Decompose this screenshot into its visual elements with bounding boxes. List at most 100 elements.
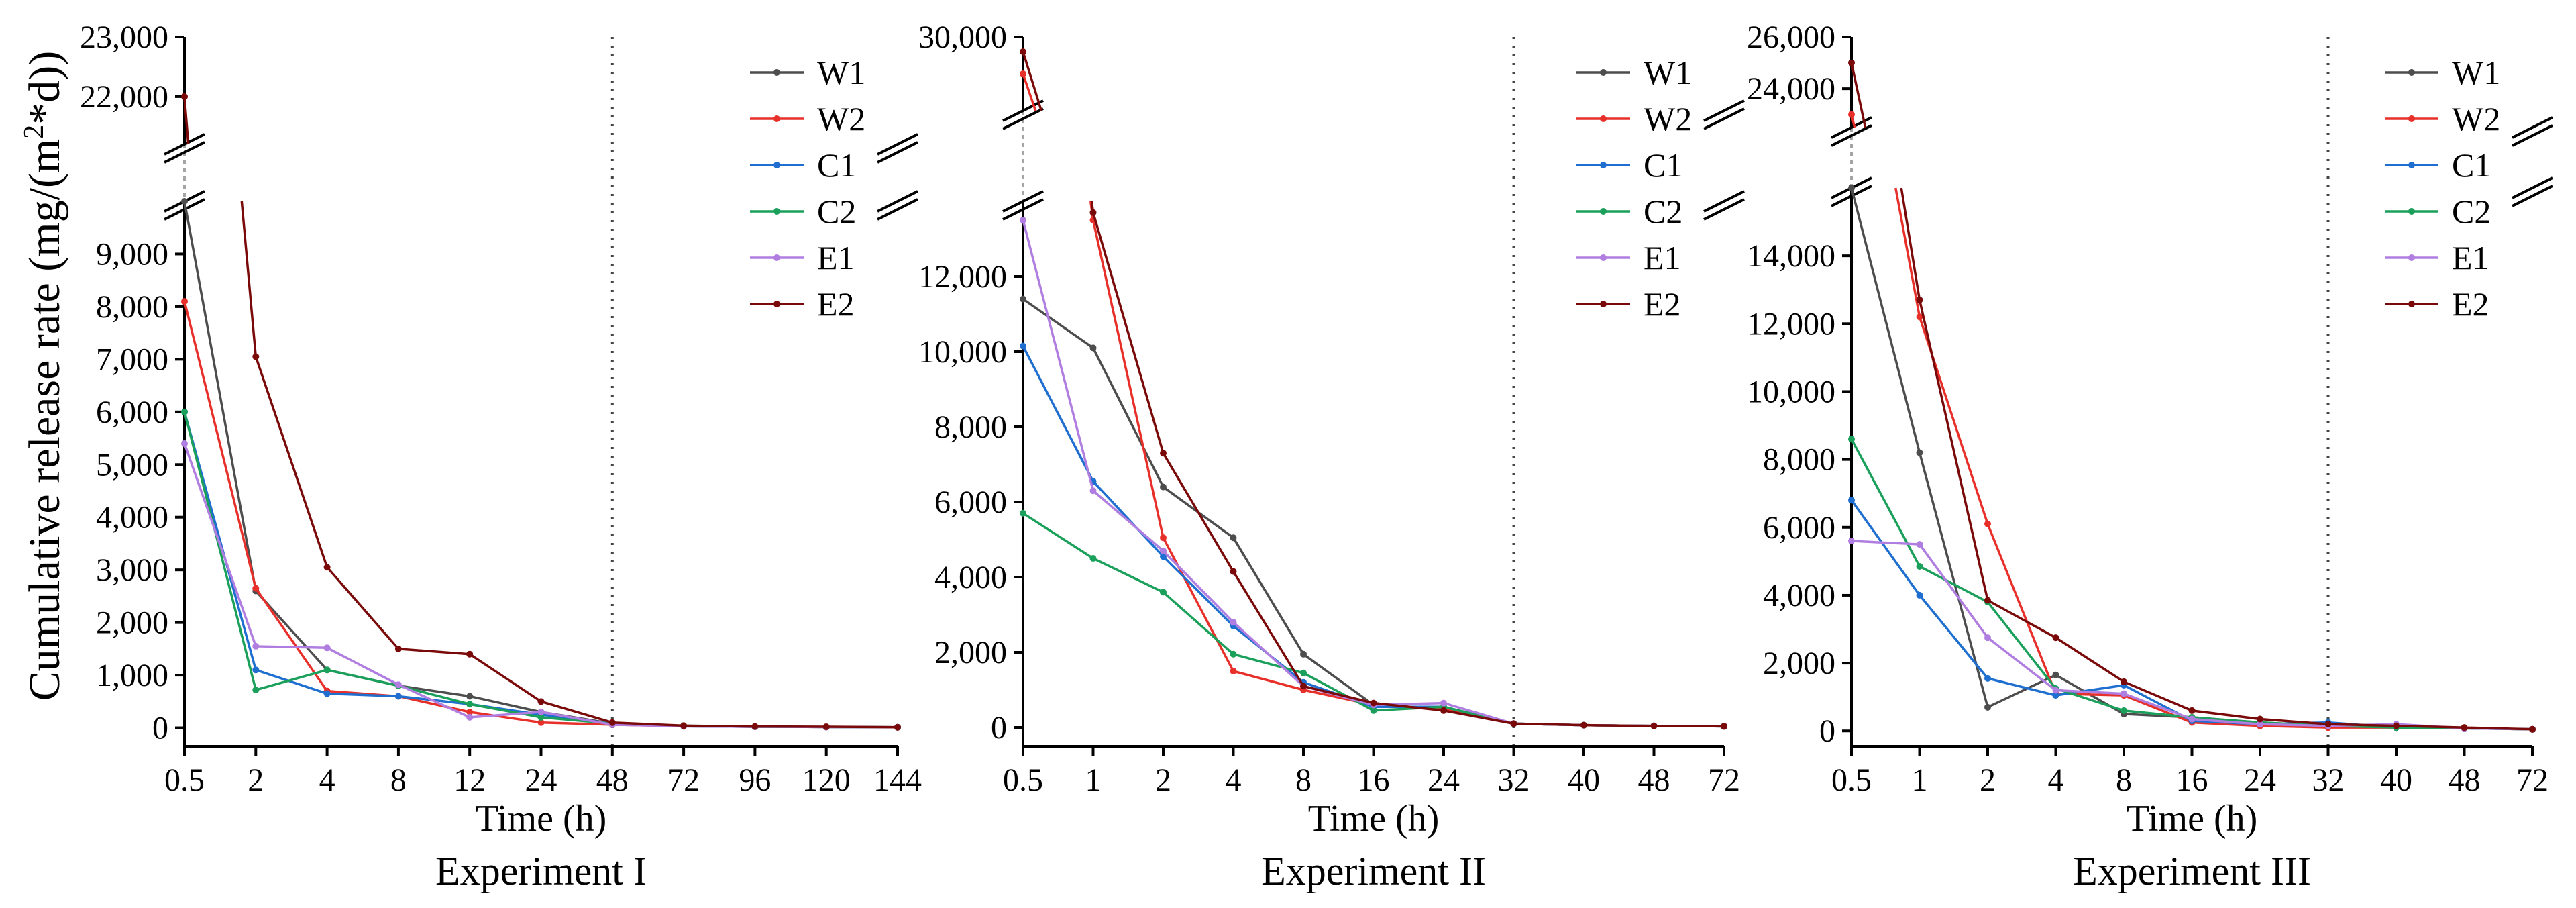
x-tick-label: 40 (1568, 762, 1600, 798)
legend-label: E1 (2452, 239, 2489, 276)
axis-break-mark (1002, 99, 1044, 122)
legend-label: W2 (1644, 100, 1692, 138)
series-segment (469, 695, 541, 713)
data-point (1160, 534, 1167, 542)
series-segment (1091, 212, 1165, 454)
legend-label: E1 (817, 239, 855, 276)
y-tick-label: 6,000 (934, 485, 1007, 520)
series-segment (2259, 717, 2328, 725)
series-segment (256, 645, 327, 650)
y-tick-label: 26,000 (1747, 19, 1835, 55)
data-point (1984, 634, 1991, 642)
x-tick-label: 8 (2116, 762, 2132, 798)
series-e2 (1020, 48, 1727, 730)
legend-label: W1 (2452, 54, 2500, 91)
series-segment (1850, 438, 1921, 567)
series-segment (470, 711, 541, 719)
series-segment (684, 724, 755, 728)
legend-marker (773, 162, 780, 168)
x-tick-label: 12 (453, 762, 486, 798)
series-segment (183, 411, 257, 691)
y-axis-label-main: Cumulative release rate (mg/(m (20, 139, 69, 701)
y-tick-label: 2,000 (1763, 646, 1835, 681)
data-point (1916, 541, 1923, 548)
data-point (1020, 70, 1026, 77)
legend-label: C1 (1644, 146, 1682, 184)
series-segment (183, 443, 257, 647)
series-segment (1513, 722, 1585, 727)
legend-marker (2408, 162, 2415, 168)
series-segment (1233, 653, 1304, 674)
series-segment (1373, 701, 1444, 712)
series-segment (1232, 570, 1305, 687)
data-point (1160, 483, 1167, 491)
data-point (1916, 591, 1923, 599)
data-point (181, 298, 188, 305)
data-point (1160, 450, 1167, 457)
axis-break-mark (1831, 124, 1872, 147)
y-tick-label: 0 (1819, 713, 1835, 749)
series-segment (183, 201, 258, 591)
x-tick-label: 96 (739, 762, 771, 798)
y-tick-label: 2,000 (96, 605, 168, 641)
x-tick-label: 4 (1226, 762, 1242, 798)
series-segment (1986, 523, 2057, 695)
data-point (1650, 722, 1658, 729)
x-tick-label: 8 (390, 762, 407, 798)
x-tick-label: 0.5 (1831, 762, 1872, 798)
data-point (1984, 674, 1991, 682)
data-point (2257, 721, 2263, 728)
data-point (1089, 487, 1097, 495)
data-point (1440, 699, 1447, 707)
series-segment (1091, 219, 1165, 538)
data-point (1160, 589, 1167, 596)
data-point (751, 723, 759, 730)
data-point (1510, 720, 1517, 727)
series-segment (255, 668, 328, 695)
series-segment (1583, 723, 1654, 727)
series-segment (1233, 670, 1304, 691)
data-point (1848, 538, 1855, 545)
legend-marker (773, 115, 780, 122)
series-segment (2055, 687, 2125, 712)
data-point (1230, 668, 1237, 674)
series-segment (183, 96, 190, 145)
data-point (1848, 497, 1855, 504)
series-e2 (181, 93, 901, 731)
chart-title: Experiment II (1261, 849, 1486, 893)
legend: W1 W2 C1 C2 E1 E2 (2385, 54, 2500, 323)
legend-label: E1 (1644, 239, 1681, 276)
axis-break-mark (1002, 198, 1044, 221)
series-w1 (1020, 295, 1727, 730)
data-point (394, 645, 402, 652)
data-point (1160, 553, 1167, 560)
series-segment (2123, 694, 2193, 724)
x-tick-label: 48 (1638, 762, 1670, 798)
series-segment (1987, 677, 2056, 697)
data-point (1089, 555, 1097, 562)
data-point (2188, 707, 2196, 714)
data-point (1300, 650, 1307, 658)
data-point (252, 642, 260, 650)
series-segment (1443, 701, 1514, 725)
series-segment (1022, 51, 1042, 111)
data-point (323, 666, 331, 674)
data-point (2052, 687, 2059, 694)
y-tick-label: 0 (152, 711, 168, 746)
series-w2 (1848, 111, 2536, 733)
legend-marker (2408, 301, 2415, 307)
axis-break-mark (1703, 107, 1745, 130)
series-segment (240, 201, 258, 357)
series-segment (1162, 555, 1234, 627)
data-point (537, 719, 545, 726)
data-point (1848, 59, 1855, 66)
y-axis-label-end: *d)) (20, 51, 69, 125)
axis-break-mark (1002, 190, 1044, 213)
data-point (1848, 111, 1855, 118)
y-tick-label: 10,000 (1747, 374, 1835, 409)
legend-label: C2 (2452, 193, 2491, 230)
series-segment (1919, 544, 1989, 639)
y-tick-label: 1,000 (96, 658, 168, 693)
series-segment (1919, 565, 1988, 603)
data-point (608, 719, 616, 726)
